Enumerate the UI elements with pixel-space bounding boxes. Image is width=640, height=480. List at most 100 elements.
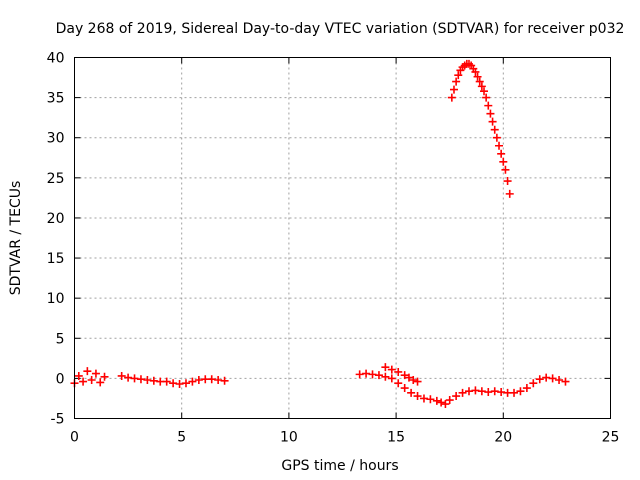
data-point <box>501 165 510 174</box>
data-point <box>484 101 493 110</box>
data-points <box>70 59 570 409</box>
data-point <box>419 394 428 403</box>
data-point <box>522 384 531 393</box>
x-tick-label: 10 <box>280 430 298 446</box>
y-tick-label: 35 <box>47 91 65 107</box>
y-tick-label: 25 <box>47 171 65 187</box>
data-point <box>561 377 570 386</box>
data-point <box>175 380 184 389</box>
data-point <box>400 384 409 393</box>
data-point <box>471 67 480 76</box>
data-point <box>484 388 493 397</box>
x-axis-label: GPS time / hours <box>281 458 398 474</box>
data-point <box>432 396 441 405</box>
data-point <box>169 379 178 388</box>
data-point <box>454 71 463 80</box>
series-points <box>447 59 514 198</box>
data-point <box>404 373 413 382</box>
x-tick-label: 0 <box>70 430 79 446</box>
data-point <box>162 377 171 386</box>
data-point <box>449 85 458 94</box>
data-point <box>464 387 473 396</box>
data-point <box>362 369 371 378</box>
data-point <box>194 375 203 384</box>
data-point <box>381 363 390 372</box>
data-point <box>149 376 158 385</box>
data-point <box>482 93 491 102</box>
data-point <box>79 377 88 386</box>
data-point <box>96 378 105 387</box>
data-point <box>387 365 396 374</box>
data-point <box>394 367 403 376</box>
data-point <box>181 379 190 388</box>
data-point <box>207 375 216 384</box>
data-point <box>477 387 486 396</box>
data-point <box>445 396 454 405</box>
data-point <box>488 117 497 126</box>
y-tick-label: 5 <box>56 331 65 347</box>
x-axis-ticks: 0 5 10 15 20 25 <box>70 57 620 446</box>
data-point <box>437 398 446 407</box>
data-point <box>480 87 489 96</box>
x-tick-label: 25 <box>602 430 620 446</box>
data-point <box>87 375 96 384</box>
data-point <box>407 388 416 397</box>
data-point <box>143 375 152 384</box>
data-point <box>497 388 506 397</box>
data-point <box>214 375 223 384</box>
data-point <box>400 371 409 380</box>
data-point <box>394 379 403 388</box>
y-tick-label: 30 <box>47 131 65 147</box>
y-axis-ticks: -5 0 5 10 15 20 25 30 35 40 <box>47 51 611 428</box>
data-point <box>505 189 514 198</box>
data-point <box>188 377 197 386</box>
data-point <box>497 149 506 158</box>
series-points <box>117 371 229 389</box>
y-tick-label: 20 <box>47 211 65 227</box>
data-point <box>355 370 364 379</box>
series-points <box>70 367 109 388</box>
data-point <box>452 392 461 401</box>
data-point <box>503 177 512 186</box>
plot-frame <box>74 57 611 419</box>
y-axis-label: SDTVAR / TECUs <box>8 181 24 296</box>
data-point <box>441 400 450 409</box>
y-tick-label: 0 <box>56 371 65 387</box>
data-point <box>117 371 126 380</box>
data-point <box>124 373 133 382</box>
x-tick-label: 5 <box>177 430 186 446</box>
data-point <box>387 374 396 383</box>
y-tick-label: 15 <box>47 251 65 267</box>
x-tick-label: 20 <box>494 430 512 446</box>
data-point <box>490 387 499 396</box>
data-point <box>490 125 499 134</box>
data-point <box>492 133 501 142</box>
data-point <box>510 388 519 397</box>
y-tick-label: 40 <box>47 51 65 67</box>
data-point <box>100 372 109 381</box>
data-point <box>374 371 383 380</box>
data-point <box>535 375 544 384</box>
data-point <box>542 373 551 382</box>
data-point <box>447 93 456 102</box>
data-point <box>477 82 486 91</box>
data-point <box>452 77 461 86</box>
data-point <box>471 386 480 395</box>
data-point <box>91 369 100 378</box>
data-point <box>475 77 484 86</box>
data-point <box>220 376 229 385</box>
chart-title: Day 268 of 2019, Sidereal Day-to-day VTE… <box>56 21 625 37</box>
data-point <box>458 388 467 397</box>
y-tick-label: -5 <box>51 412 65 428</box>
data-point <box>473 72 482 81</box>
series-points <box>381 363 422 386</box>
data-point <box>548 374 557 383</box>
data-point <box>130 374 139 383</box>
data-point <box>516 387 525 396</box>
data-point <box>409 375 418 384</box>
data-point <box>529 379 538 388</box>
data-point <box>413 377 422 386</box>
data-point <box>368 370 377 379</box>
data-point <box>381 372 390 381</box>
